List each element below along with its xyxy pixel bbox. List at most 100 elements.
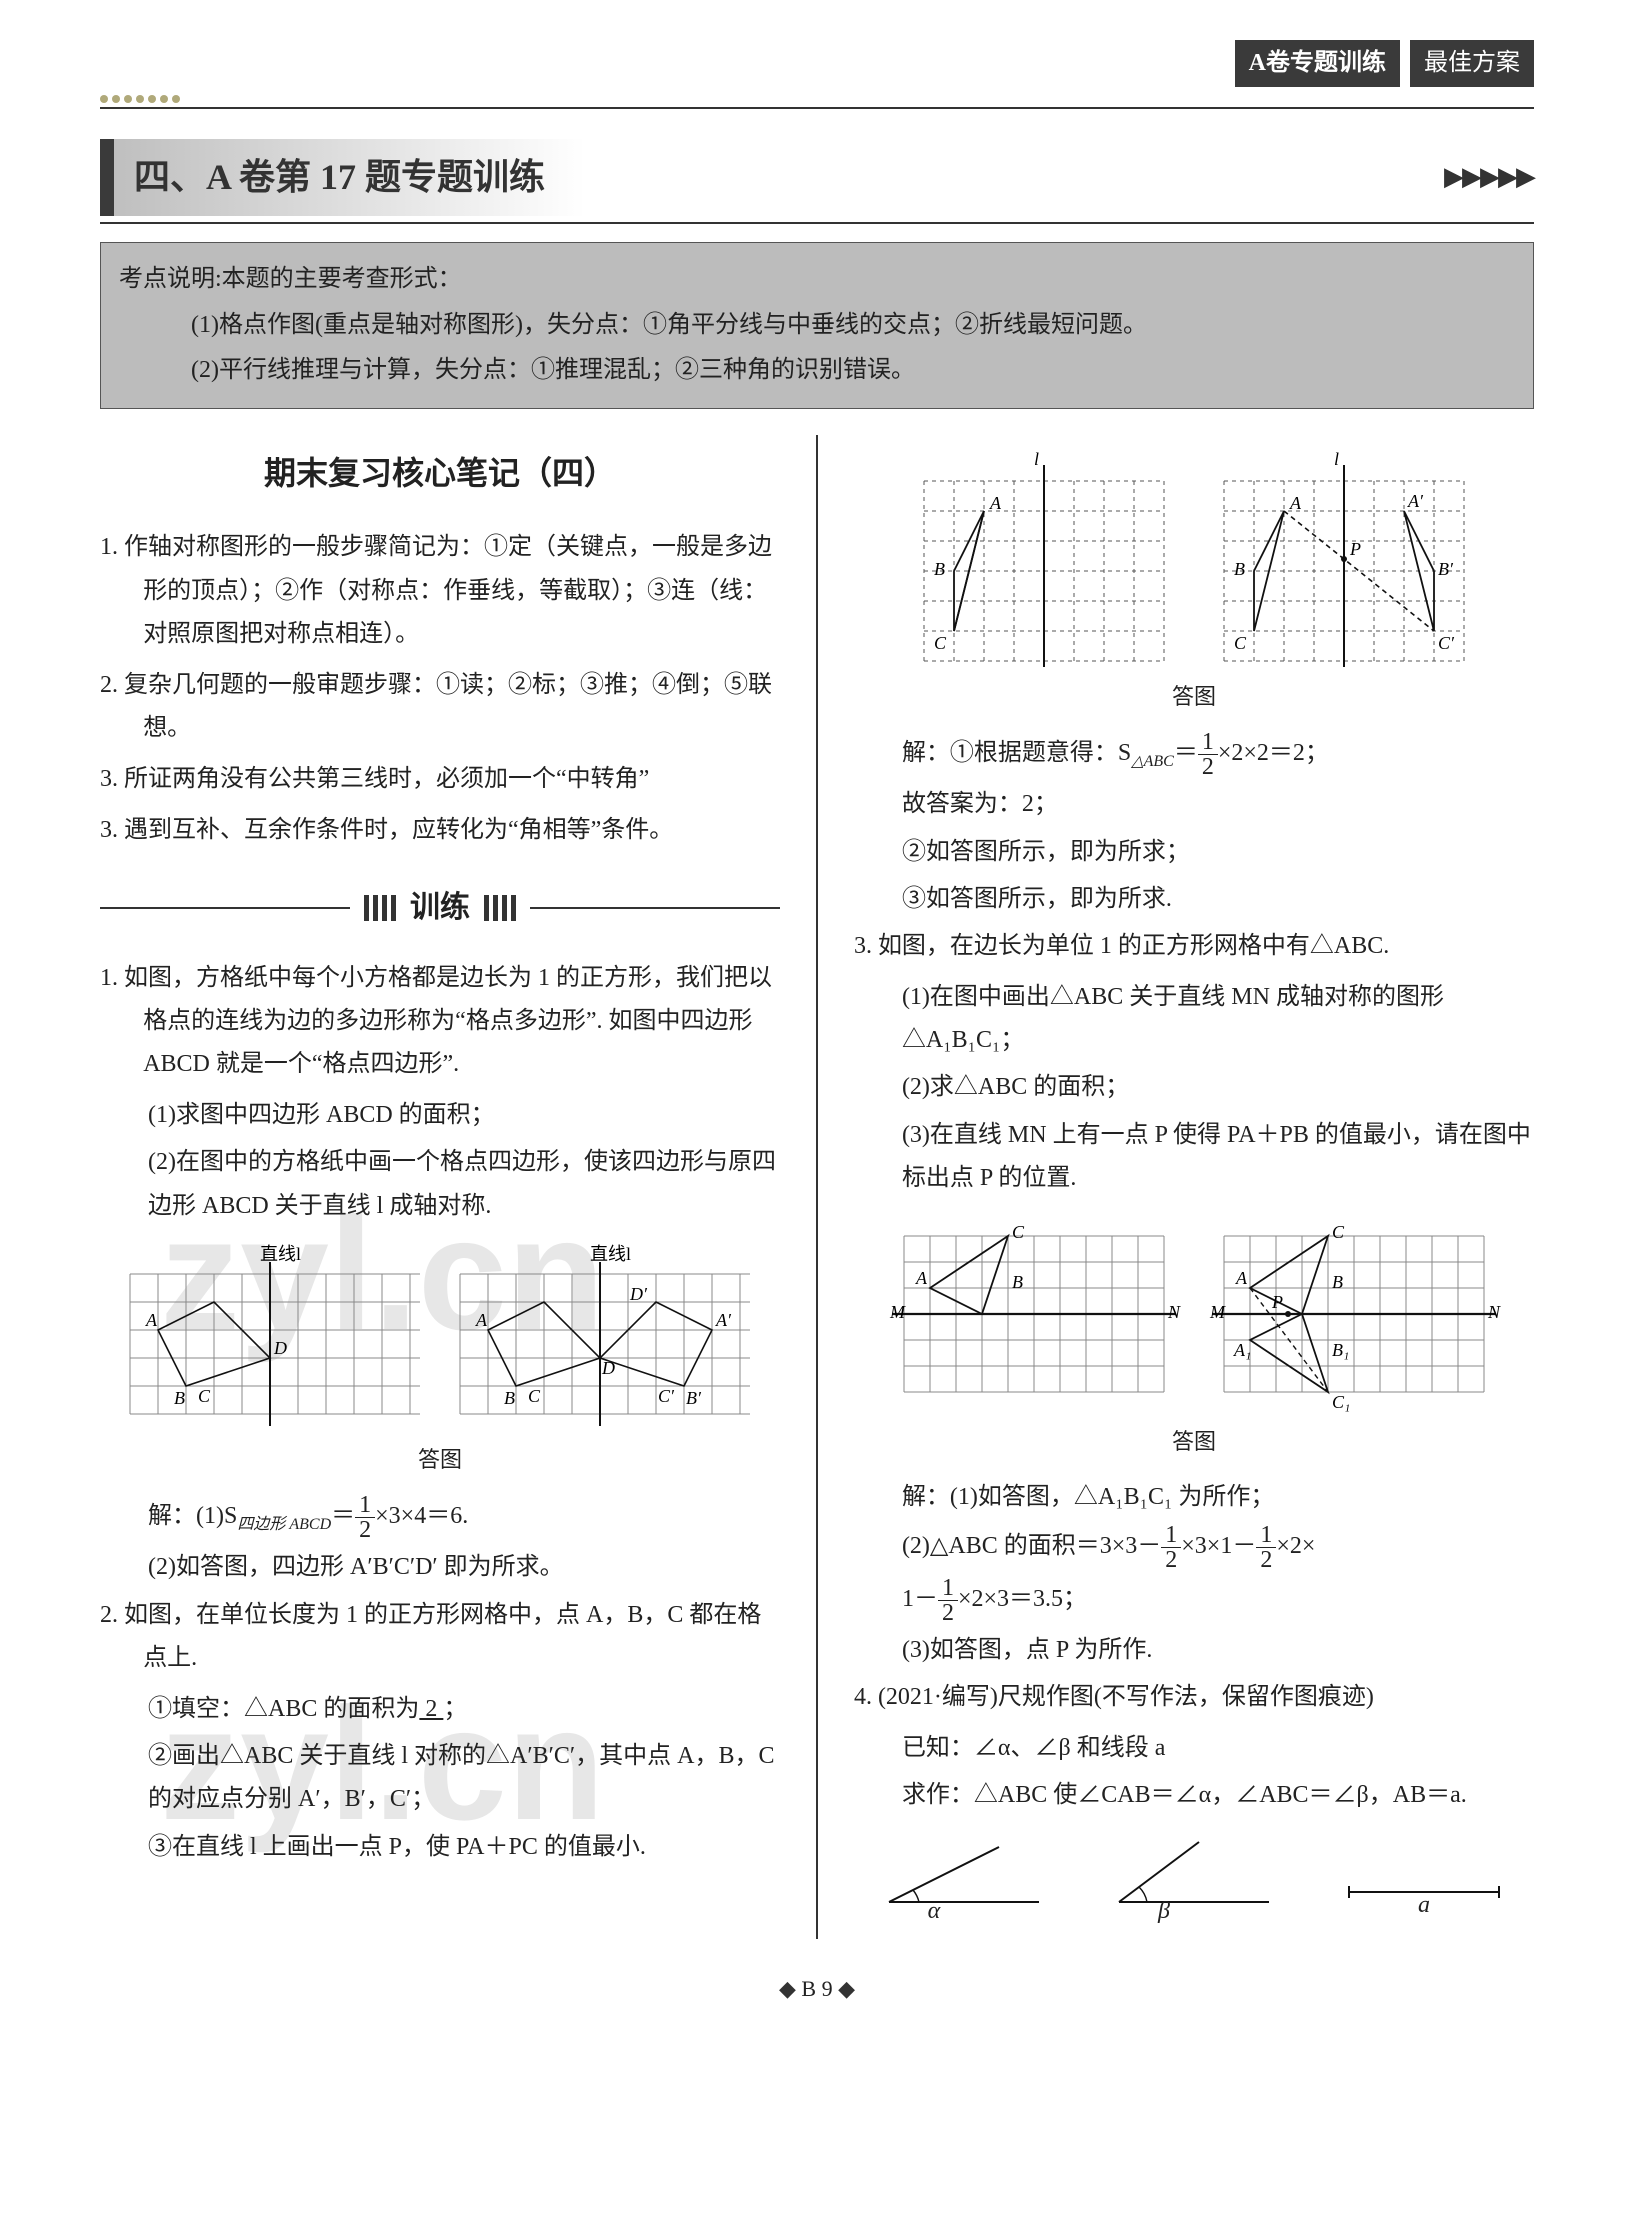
diamond-icon: ◆: [779, 1976, 796, 2001]
svg-text:B: B: [174, 1388, 185, 1408]
info-line: (2)平行线推理与计算，失分点：①推理混乱；②三种角的识别错误。: [119, 348, 1515, 394]
svg-text:C: C: [1012, 1222, 1025, 1242]
grid-diagram: 直线l A B C D: [120, 1244, 430, 1434]
svg-text:l: l: [1034, 451, 1039, 469]
note-item: 2. 复杂几何题的一般审题步骤：①读；②标；③推；④倒；⑤联想。: [100, 664, 780, 750]
svg-text:C: C: [198, 1386, 211, 1406]
info-line: (1)格点作图(重点是轴对称图形)，失分点：①角平分线与中垂线的交点；②折线最短…: [119, 303, 1515, 349]
svg-text:C′: C′: [658, 1386, 675, 1406]
note-item: 1. 作轴对称图形的一般步骤简记为：①定（关键点，一般是多边形的顶点）；②作（对…: [100, 526, 780, 656]
training-header: 训练: [100, 881, 780, 935]
question-stem: 3. 如图，在边长为单位 1 的正方形网格中有△ABC.: [854, 925, 1534, 968]
solution-line: 解：(1)S四边形 ABCD＝12×3×4＝6.: [100, 1493, 780, 1542]
header-brand: 最佳方案: [1410, 40, 1534, 87]
solution-line: (2)△ABC 的面积＝3×3－12×3×1－12×2×: [854, 1523, 1534, 1572]
svg-text:A′: A′: [1407, 491, 1424, 511]
info-box: 考点说明:本题的主要考查形式： (1)格点作图(重点是轴对称图形)，失分点：①角…: [100, 242, 1534, 409]
solution-line: 解：(1)如答图，△A₁B₁C₁ 为所作；: [854, 1476, 1534, 1519]
svg-text:D′: D′: [629, 1284, 648, 1304]
divider: [100, 107, 1534, 109]
info-line: 考点说明:本题的主要考查形式：: [119, 257, 1515, 303]
svg-text:A: A: [1289, 493, 1302, 513]
page-number: B 9: [801, 1976, 832, 2001]
svg-text:A: A: [475, 1310, 488, 1330]
svg-text:C: C: [528, 1386, 541, 1406]
svg-text:B: B: [1012, 1272, 1023, 1292]
grid-diagram: l A B C: [904, 451, 1184, 671]
diagram-caption: 答图: [854, 677, 1534, 717]
svg-text:P: P: [1349, 539, 1361, 559]
svg-text:B′: B′: [686, 1388, 702, 1408]
question-part: ①填空：△ABC 的面积为 2 ；: [100, 1688, 780, 1731]
grid-diagram: M N A B C A₁ B₁ C₁ P: [1204, 1216, 1504, 1416]
question-part: ③在直线 l 上画出一点 P，使 PA＋PC 的值最小.: [100, 1826, 780, 1869]
svg-text:A′: A′: [715, 1310, 732, 1330]
angle-alpha-icon: [879, 1832, 1049, 1912]
svg-text:B′: B′: [1438, 559, 1454, 579]
svg-text:M: M: [889, 1302, 906, 1322]
decorative-dots: [100, 95, 1534, 103]
arrow-icons: ▶▶▶▶▶: [1444, 154, 1534, 201]
svg-text:M: M: [1209, 1302, 1226, 1322]
svg-text:B: B: [1332, 1272, 1343, 1292]
svg-text:B₁: B₁: [1332, 1340, 1349, 1360]
diagram-caption: 答图: [854, 1422, 1534, 1462]
note-item: 3. 所证两角没有公共第三线时，必须加一个“中转角”: [100, 758, 780, 801]
diagram-row: M N A B C M N A B C: [854, 1216, 1534, 1416]
solution-line: 1－12×2×3＝3.5；: [854, 1576, 1534, 1625]
question-part: 已知：∠α、∠β 和线段 a: [854, 1727, 1534, 1770]
solution-line: ②如答图所示，即为所求；: [854, 831, 1534, 874]
note-item: 3. 遇到互补、互余作条件时，应转化为“角相等”条件。: [100, 809, 780, 852]
question-part: 求作：△ABC 使∠CAB＝∠α，∠ABC＝∠β，AB＝a.: [854, 1774, 1534, 1817]
question-stem: 1. 如图，方格纸中每个小方格都是边长为 1 的正方形，我们把以格点的连线为边的…: [100, 957, 780, 1087]
question-part: ②画出△ABC 关于直线 l 对称的△A′B′C′，其中点 A，B，C 的对应点…: [100, 1735, 780, 1821]
section-title: 四、A 卷第 17 题专题训练: [100, 139, 585, 216]
svg-text:C: C: [1332, 1222, 1345, 1242]
sub-title: 期末复习核心笔记（四）: [100, 445, 780, 503]
page-header: A卷专题训练 最佳方案: [100, 40, 1534, 87]
svg-text:B: B: [504, 1388, 515, 1408]
solution-line: (2)如答图，四边形 A′B′C′D′ 即为所求。: [100, 1546, 780, 1589]
svg-text:B: B: [1234, 559, 1245, 579]
training-title: 训练: [410, 881, 470, 935]
solution-line: 解：①根据题意得：S△ABC＝12×2×2＝2；: [854, 730, 1534, 779]
svg-text:A: A: [989, 493, 1002, 513]
svg-text:D: D: [601, 1358, 615, 1378]
solution-line: 故答案为：2；: [854, 783, 1534, 826]
svg-text:C′: C′: [1438, 633, 1455, 653]
question-part: (2)求△ABC 的面积；: [854, 1066, 1534, 1109]
question-part: (3)在直线 MN 上有一点 P 使得 PA＋PB 的值最小，请在图中标出点 P…: [854, 1114, 1534, 1200]
question-part: (1)求图中四边形 ABCD 的面积；: [100, 1094, 780, 1137]
svg-text:N: N: [1167, 1302, 1181, 1322]
svg-text:A₁: A₁: [1233, 1340, 1251, 1360]
solution-line: (3)如答图，点 P 为所作.: [854, 1629, 1534, 1672]
section-title-row: 四、A 卷第 17 题专题训练 ▶▶▶▶▶: [100, 139, 1534, 224]
solution-line: ③如答图所示，即为所求.: [854, 878, 1534, 921]
svg-text:l: l: [1334, 451, 1339, 469]
left-column: 期末复习核心笔记（四） 1. 作轴对称图形的一般步骤简记为：①定（关键点，一般是…: [100, 435, 780, 1939]
svg-text:A: A: [915, 1268, 928, 1288]
question-stem: 4. (2021·编写)尺规作图(不写作法，保留作图痕迹): [854, 1676, 1534, 1719]
diagram-caption: 答图: [100, 1440, 780, 1480]
question-part: (2)在图中的方格纸中画一个格点四边形，使该四边形与原四边形 ABCD 关于直线…: [100, 1141, 780, 1227]
question-stem: 2. 如图，在单位长度为 1 的正方形网格中，点 A，B，C 都在格点上.: [100, 1594, 780, 1680]
header-category: A卷专题训练: [1235, 40, 1400, 87]
grid-diagram: 直线l A B C D A′ B′ C′ D′: [450, 1244, 760, 1434]
svg-text:A: A: [1235, 1268, 1248, 1288]
angle-beta-icon: [1109, 1832, 1279, 1912]
svg-text:A: A: [145, 1310, 158, 1330]
svg-text:B: B: [934, 559, 945, 579]
svg-text:直线l: 直线l: [590, 1244, 631, 1264]
diamond-icon: ◆: [838, 1976, 855, 2001]
diagram-row: l A B C l: [854, 451, 1534, 671]
svg-text:C: C: [934, 633, 947, 653]
grid-diagram: l A B C A′ B′ C′ P: [1204, 451, 1484, 671]
svg-text:C₁: C₁: [1332, 1392, 1350, 1412]
svg-text:直线l: 直线l: [260, 1244, 301, 1264]
right-column: l A B C l: [854, 435, 1534, 1939]
page-footer: ◆ B 9 ◆: [100, 1969, 1534, 2009]
column-divider: [816, 435, 818, 1939]
svg-text:N: N: [1487, 1302, 1501, 1322]
construction-diagram: α β a: [854, 1832, 1534, 1933]
diagram-row: 直线l A B C D 直线l: [100, 1244, 780, 1434]
